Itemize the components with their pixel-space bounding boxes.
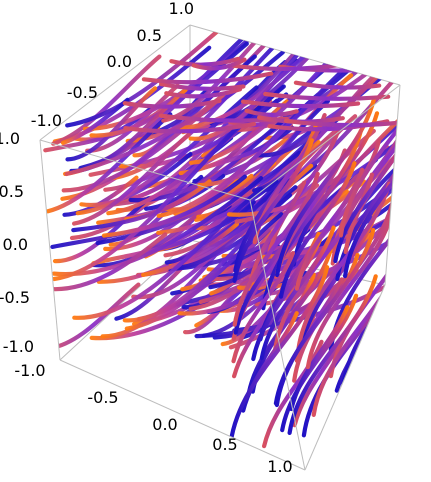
streamline <box>296 181 392 351</box>
streamline <box>305 213 394 370</box>
streamline <box>95 161 277 246</box>
streamline <box>52 105 262 282</box>
streamline <box>156 179 279 235</box>
streamline <box>101 174 247 238</box>
streamline <box>241 99 361 109</box>
streamline <box>278 161 357 299</box>
streamline <box>124 212 284 331</box>
z-tick-label: -0.5 <box>0 288 30 307</box>
streamline <box>123 122 257 134</box>
x-axis-tick-labels: -1.0 -0.5 0.0 0.5 1.0 <box>14 361 292 476</box>
z-tick-label: 0.5 <box>0 182 24 201</box>
streamline <box>71 179 212 233</box>
streamline <box>79 152 193 208</box>
streamline <box>169 56 241 67</box>
streamline <box>280 293 359 433</box>
x-tick-label: -0.5 <box>87 388 118 407</box>
streamline <box>262 339 324 449</box>
streamline <box>191 57 247 71</box>
streamline <box>159 82 246 91</box>
streamline <box>231 251 296 364</box>
z-tick-label: 0.0 <box>3 235 28 254</box>
streamline <box>141 71 274 85</box>
streamline <box>51 54 162 146</box>
x-tick-label: 0.5 <box>212 435 237 454</box>
y-tick-label: 0.5 <box>137 26 162 45</box>
streamline <box>289 305 350 412</box>
y-tick-label: 1.0 <box>169 0 194 18</box>
streamline <box>259 225 336 361</box>
z-tick-label: -1.0 <box>3 337 34 356</box>
streamline <box>64 93 226 177</box>
streamline <box>43 232 168 292</box>
streamline <box>51 176 264 277</box>
streamline <box>82 25 295 132</box>
z-tick-label: 1.0 <box>0 129 20 148</box>
y-axis-tick-labels: -1.0 -0.5 0.0 0.5 1.0 <box>31 0 194 130</box>
streamline <box>228 265 330 445</box>
x-tick-label: 1.0 <box>267 457 292 476</box>
streamline <box>173 163 314 270</box>
y-tick-label: 0.0 <box>107 52 132 71</box>
streamline <box>328 220 400 379</box>
streamline <box>72 132 191 226</box>
streamline <box>122 98 222 109</box>
z-axis-tick-labels: -1.0 -0.5 0.0 0.5 1.0 <box>0 129 34 356</box>
streamline <box>244 108 299 117</box>
streamline <box>347 343 400 451</box>
box-front-edges <box>39 24 401 471</box>
streamline <box>275 97 376 278</box>
streamline <box>72 186 263 320</box>
streamline <box>209 25 398 126</box>
streamline <box>60 97 130 145</box>
streamline <box>274 227 376 408</box>
streamline <box>156 50 366 218</box>
streamline <box>263 91 391 101</box>
y-tick-label: -0.5 <box>67 83 98 102</box>
streamline <box>164 222 239 265</box>
streamline <box>335 106 400 282</box>
streamline <box>75 85 259 216</box>
streamline <box>261 128 363 311</box>
x-tick-label: 0.0 <box>152 415 177 434</box>
streamline <box>249 180 307 281</box>
streamline <box>333 119 400 264</box>
streamline <box>91 203 254 266</box>
streamline <box>45 112 173 214</box>
streamline <box>189 125 295 173</box>
streamline <box>294 167 365 291</box>
streamline <box>189 25 399 165</box>
streamline <box>287 274 378 435</box>
streamline <box>164 87 243 99</box>
y-tick-label: -1.0 <box>31 111 62 130</box>
streamline <box>293 80 382 90</box>
streamline <box>175 25 374 130</box>
streamlines <box>43 25 400 451</box>
streamline <box>232 171 320 327</box>
x-tick-label: -1.0 <box>14 361 45 380</box>
streamline <box>338 50 400 238</box>
